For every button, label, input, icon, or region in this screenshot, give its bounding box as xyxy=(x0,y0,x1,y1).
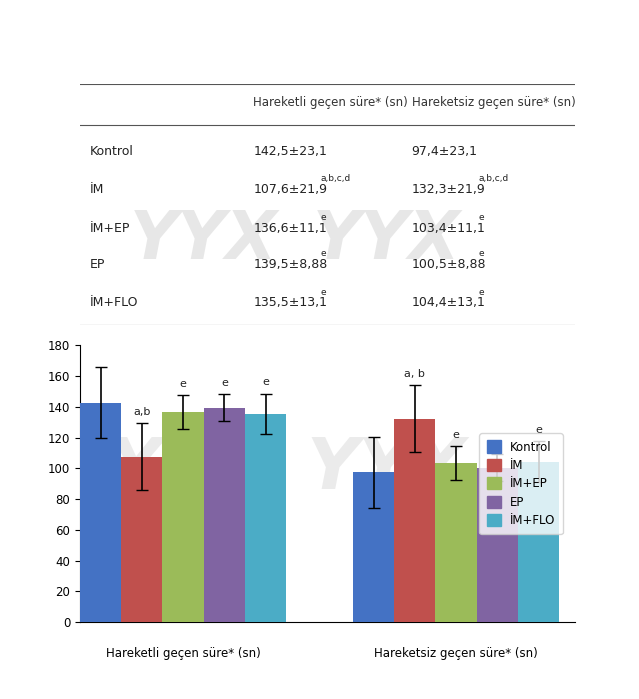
Text: YYX: YYX xyxy=(313,208,461,273)
Text: e: e xyxy=(535,425,542,435)
Bar xyxy=(245,414,286,622)
Text: a,b,c,d: a,b,c,d xyxy=(479,175,509,183)
Text: YYX: YYX xyxy=(130,208,277,273)
Text: Hareketli geçen süre* (sn): Hareketli geçen süre* (sn) xyxy=(253,96,408,109)
Text: e: e xyxy=(262,377,269,387)
Text: 135,5±13,1: 135,5±13,1 xyxy=(253,296,327,310)
Bar xyxy=(435,463,477,622)
Bar xyxy=(80,403,121,622)
Text: Hareketli geçen süre* (sn): Hareketli geçen süre* (sn) xyxy=(105,647,261,660)
Text: 132,3±21,9: 132,3±21,9 xyxy=(412,183,486,196)
Text: a,b,c,d: a,b,c,d xyxy=(320,175,350,183)
Bar xyxy=(394,419,435,622)
Text: 142,5±23,1: 142,5±23,1 xyxy=(253,145,327,158)
Text: 97,4±23,1: 97,4±23,1 xyxy=(412,145,478,158)
Text: 136,6±11,1: 136,6±11,1 xyxy=(253,222,327,235)
Text: YYX: YYX xyxy=(109,435,269,505)
Text: e: e xyxy=(180,379,187,389)
Text: e: e xyxy=(320,249,326,258)
Text: YYX: YYX xyxy=(307,435,467,505)
Text: 107,6±21,9: 107,6±21,9 xyxy=(253,183,327,196)
Bar xyxy=(518,461,559,622)
Text: İM+EP: İM+EP xyxy=(89,222,130,235)
Text: e: e xyxy=(479,213,484,222)
Text: Hareketsiz geçen süre* (sn): Hareketsiz geçen süre* (sn) xyxy=(412,96,576,109)
Text: 104,4±13,1: 104,4±13,1 xyxy=(412,296,486,310)
Legend: Kontrol, İM, İM+EP, EP, İM+FLO: Kontrol, İM, İM+EP, EP, İM+FLO xyxy=(479,433,562,534)
Text: İM+FLO: İM+FLO xyxy=(89,296,138,310)
Text: e: e xyxy=(320,213,326,222)
Text: a, b: a, b xyxy=(404,369,425,379)
Text: 103,4±11,1: 103,4±11,1 xyxy=(412,222,486,235)
Text: İM: İM xyxy=(89,183,104,196)
Bar xyxy=(204,408,245,622)
Text: e: e xyxy=(479,287,484,296)
Text: e: e xyxy=(479,249,484,258)
Text: e: e xyxy=(221,377,227,388)
Text: Hareketsiz geçen süre* (sn): Hareketsiz geçen süre* (sn) xyxy=(374,647,538,660)
Text: a,b: a,b xyxy=(133,407,150,417)
Text: Kontrol: Kontrol xyxy=(89,145,134,158)
Text: e: e xyxy=(452,430,459,440)
Text: EP: EP xyxy=(89,258,105,271)
Bar xyxy=(162,412,204,622)
Text: e: e xyxy=(320,287,326,296)
Bar xyxy=(477,468,518,622)
Text: 100,5±8,88: 100,5±8,88 xyxy=(412,258,486,271)
Bar xyxy=(121,456,162,622)
Bar xyxy=(353,473,394,622)
Text: 139,5±8,88: 139,5±8,88 xyxy=(253,258,327,271)
Text: e: e xyxy=(494,438,501,448)
